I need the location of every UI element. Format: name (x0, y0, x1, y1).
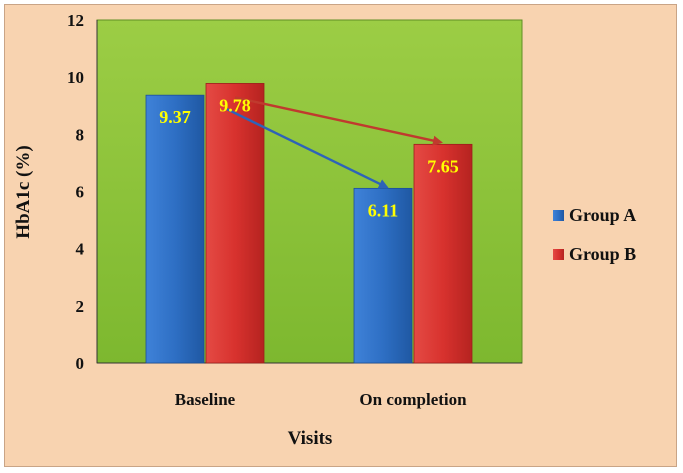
legend-label-group-b: Group B (569, 244, 636, 264)
value-labels: 9.37 6.11 9.78 7.65 (159, 95, 459, 220)
y-tick-label: 0 (76, 354, 85, 373)
arrow-group-b (234, 96, 443, 146)
y-tick-label: 8 (76, 125, 85, 144)
value-label: 9.78 (219, 95, 251, 115)
category-label: Baseline (175, 390, 236, 409)
bar-group-b-1 (413, 143, 473, 364)
value-label: 6.11 (368, 200, 399, 220)
y-tick-label: 2 (76, 297, 85, 316)
trend-arrows (226, 96, 443, 189)
x-axis-title: Visits (288, 428, 333, 449)
bar-group-a-1 (353, 187, 413, 364)
legend: Group A Group B (553, 205, 636, 264)
y-tick-label: 4 (76, 240, 85, 259)
legend-label-group-a: Group A (569, 205, 636, 225)
y-tick-label: 10 (67, 68, 84, 87)
y-axis-title: HbA1c (%) (13, 145, 34, 238)
arrow-group-a (226, 108, 389, 189)
y-tick-label: 6 (76, 183, 85, 202)
category-label: On completion (359, 390, 467, 409)
bar-group-a-0 (145, 94, 205, 364)
y-tick-labels: 0 2 4 6 8 10 12 (67, 11, 85, 373)
legend-swatch-group-a (553, 210, 564, 221)
value-label: 9.37 (159, 107, 191, 127)
category-labels: Baseline On completion (175, 390, 467, 409)
bars (145, 83, 473, 364)
legend-swatch-group-b (553, 249, 564, 260)
bar-group-b-0 (205, 83, 265, 364)
value-label: 7.65 (427, 156, 459, 176)
y-tick-label: 12 (67, 11, 84, 30)
